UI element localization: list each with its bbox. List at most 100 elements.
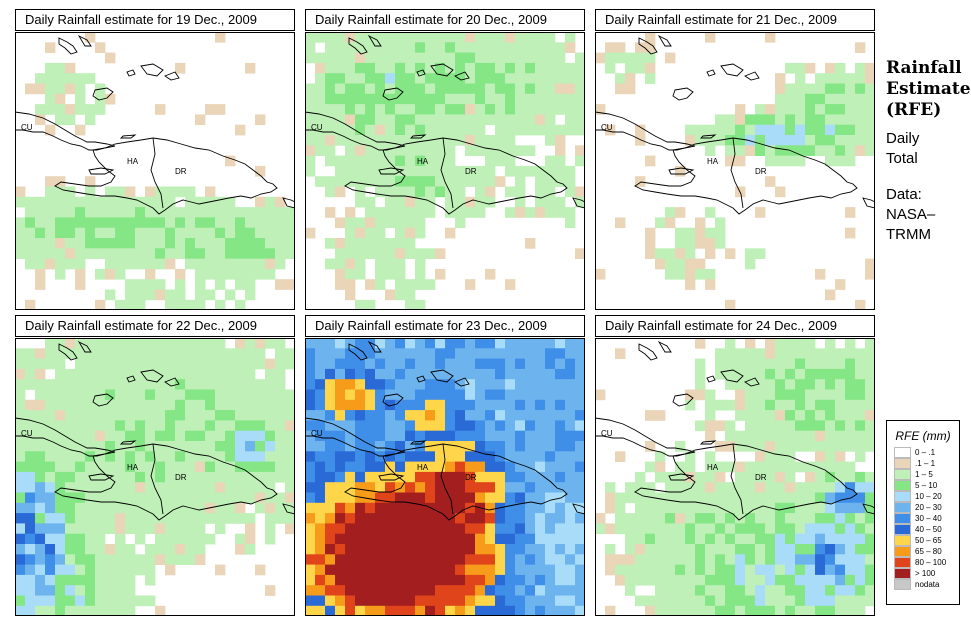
rainfall-cell xyxy=(355,258,366,270)
rainfall-cell xyxy=(465,585,476,596)
rainfall-cell xyxy=(425,502,436,514)
rainfall-cell xyxy=(105,227,116,239)
rainfall-cell xyxy=(365,238,376,249)
rainfall-cell xyxy=(195,358,206,370)
coastline xyxy=(668,167,695,175)
rainfall-cell xyxy=(785,544,796,555)
rainfall-cell xyxy=(835,124,846,136)
rainfall-cell xyxy=(185,238,196,249)
rainfall-cell xyxy=(265,248,276,259)
rainfall-cell xyxy=(255,217,266,229)
rainfall-cell xyxy=(315,104,326,115)
rainfall-cell xyxy=(195,196,206,208)
rainfall-cell xyxy=(455,104,466,115)
rainfall-cell xyxy=(325,258,336,270)
rainfall-cell xyxy=(255,268,266,280)
rainfall-cell xyxy=(655,585,666,596)
rainfall-cell xyxy=(435,554,446,565)
rainfall-cell xyxy=(405,482,416,493)
rainfall-cell xyxy=(765,441,776,452)
rainfall-cell xyxy=(405,564,416,576)
rainfall-cell xyxy=(345,165,356,177)
rainfall-cell xyxy=(105,502,116,514)
rainfall-cell xyxy=(525,533,536,545)
rainfall-cell xyxy=(175,451,186,462)
rainfall-cell xyxy=(125,430,136,442)
rainfall-cell xyxy=(745,135,756,146)
rainfall-cell xyxy=(535,441,546,452)
rainfall-cell xyxy=(375,574,386,586)
rainfall-cell xyxy=(375,42,386,53)
rainfall-cell xyxy=(15,379,26,390)
rainfall-cell xyxy=(815,513,826,524)
rainfall-cell xyxy=(285,513,295,524)
rainfall-cell xyxy=(225,461,236,473)
rainfall-cell xyxy=(165,461,176,473)
rainfall-cell xyxy=(465,348,476,359)
rainfall-cell xyxy=(635,176,646,187)
rainfall-cell xyxy=(55,389,66,401)
panel-title: Daily Rainfall estimate for 23 Dec., 200… xyxy=(305,315,585,337)
country-label: CU xyxy=(601,123,613,132)
rainfall-cell xyxy=(215,196,226,208)
rainfall-cell xyxy=(525,52,536,64)
rainfall-cell xyxy=(845,574,856,586)
rainfall-cell xyxy=(375,482,386,493)
rainfall-cell xyxy=(805,389,816,401)
rainfall-cell xyxy=(495,338,506,349)
rainfall-cell xyxy=(315,124,326,136)
rainfall-cell xyxy=(825,104,836,115)
rainfall-cell xyxy=(85,114,96,126)
rainfall-cell xyxy=(345,348,356,359)
rainfall-cell xyxy=(135,533,146,545)
rainfall-cell xyxy=(175,238,186,249)
rainfall-cell xyxy=(795,420,806,432)
rainfall-cell xyxy=(115,595,126,607)
rainfall-cell xyxy=(385,554,396,565)
rainfall-cell xyxy=(215,279,226,290)
rainfall-cell xyxy=(735,358,746,370)
rainfall-cell xyxy=(95,605,106,616)
rainfall-cell xyxy=(375,368,386,380)
rainfall-cell xyxy=(125,420,136,432)
rainfall-cell xyxy=(725,420,736,432)
rainfall-cell xyxy=(555,124,566,136)
rainfall-cell xyxy=(825,73,836,84)
rainfall-cell xyxy=(425,338,436,349)
rainfall-cell xyxy=(795,410,806,421)
rainfall-cell xyxy=(495,564,506,576)
panel-title: Daily Rainfall estimate for 24 Dec., 200… xyxy=(595,315,875,337)
rainfall-cell xyxy=(315,73,326,84)
rainfall-cell xyxy=(815,492,826,504)
rainfall-cell xyxy=(25,299,36,310)
coastline xyxy=(140,63,164,77)
rainfall-cell xyxy=(265,471,276,483)
rainfall-cell xyxy=(535,554,546,565)
rainfall-cell xyxy=(765,564,776,576)
rainfall-cell xyxy=(305,605,316,616)
rainfall-cell xyxy=(425,83,436,95)
rainfall-cell xyxy=(555,564,566,576)
rainfall-cell xyxy=(435,471,446,483)
rainfall-cell xyxy=(545,93,556,105)
rainfall-cell xyxy=(265,523,276,535)
rainfall-cell xyxy=(265,502,276,514)
rainfall-cell xyxy=(395,207,406,218)
rainfall-cell xyxy=(545,83,556,95)
rainfall-cell xyxy=(165,523,176,535)
rainfall-cell xyxy=(855,145,866,156)
coastline xyxy=(77,340,92,353)
rainfall-cell xyxy=(525,93,536,105)
rainfall-cell xyxy=(715,114,726,126)
rainfall-cell xyxy=(415,533,426,545)
rainfall-cell xyxy=(405,574,416,586)
rainfall-cell xyxy=(705,145,716,156)
rainfall-cell xyxy=(565,410,576,421)
rainfall-cell xyxy=(835,62,846,74)
rainfall-cell xyxy=(315,605,326,616)
rainfall-cell xyxy=(565,338,576,349)
rainfall-cell xyxy=(125,502,136,514)
rainfall-cell xyxy=(575,196,585,208)
rainfall-cell xyxy=(545,155,556,167)
rainfall-cell xyxy=(755,104,766,115)
